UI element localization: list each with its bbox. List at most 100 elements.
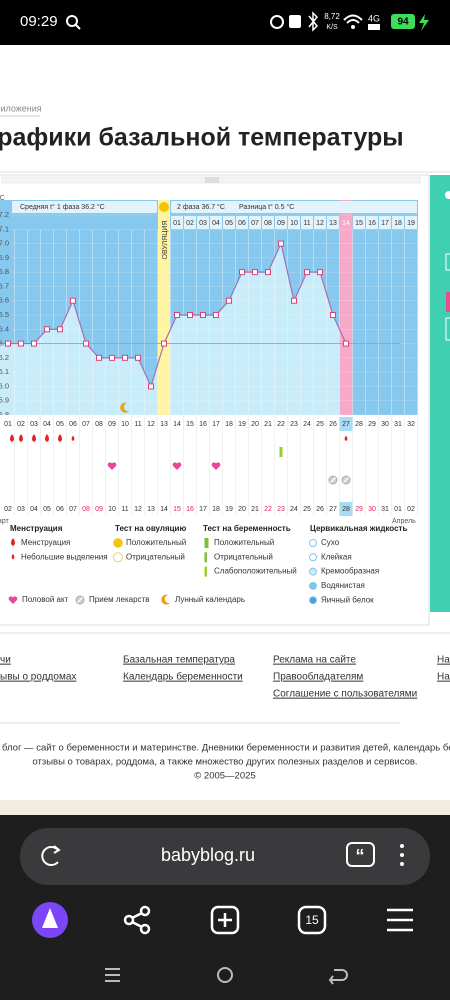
nav-home[interactable] xyxy=(217,967,233,983)
nav-recents[interactable] xyxy=(105,968,120,982)
scroll-handle[interactable] xyxy=(205,177,219,183)
legend-title: Тест на овуляцию xyxy=(115,524,186,533)
y-tick-label: 36.4 xyxy=(0,324,9,333)
legend-item: Положительный xyxy=(126,538,186,547)
temperature-point[interactable] xyxy=(57,326,63,333)
footer-link[interactable]: чи xyxy=(0,655,11,666)
menu-dots xyxy=(400,853,404,857)
footer-link[interactable]: ывы о роддомах xyxy=(0,672,76,683)
temperature-point[interactable] xyxy=(109,354,115,361)
legend-icon xyxy=(204,538,209,548)
legend-icon xyxy=(161,594,170,605)
temperature-point[interactable] xyxy=(252,269,258,276)
menu-dots[interactable] xyxy=(400,844,404,848)
temperature-point[interactable] xyxy=(187,312,193,318)
reader-button[interactable] xyxy=(346,842,375,867)
cycle-day-label: 30 xyxy=(381,421,389,428)
footer-link[interactable]: Реклама на сайте xyxy=(273,655,356,666)
menstruation-icon xyxy=(19,434,23,442)
reload-button[interactable] xyxy=(41,846,59,866)
footer-link[interactable]: Календарь беременности xyxy=(123,671,243,683)
temperature-point[interactable] xyxy=(343,340,349,347)
temperature-point[interactable] xyxy=(330,312,336,318)
cycle-day-label: 21 xyxy=(264,421,272,428)
intercourse-icon xyxy=(211,462,221,470)
moon-icon xyxy=(120,402,129,413)
legend-item: Сухо xyxy=(321,538,340,547)
footer-link[interactable]: Нац xyxy=(437,655,450,666)
temperature-point[interactable] xyxy=(96,354,102,361)
cycle-day-label: 27 xyxy=(342,421,350,428)
cycle-day-label: 20 xyxy=(251,421,259,428)
breadcrumb[interactable]: Приложения xyxy=(0,103,42,113)
tabs-button[interactable] xyxy=(297,905,327,935)
y-tick-label: 35.8 xyxy=(0,410,9,419)
temperature-point[interactable] xyxy=(148,383,154,390)
temperature-point[interactable] xyxy=(18,340,24,347)
temperature-point[interactable] xyxy=(135,354,141,361)
date-label: 19 xyxy=(225,506,233,513)
header-cell xyxy=(327,216,339,229)
phase2-header: 2 фаза 36.7 °C xyxy=(177,203,225,211)
temperature-point[interactable] xyxy=(304,269,310,276)
url[interactable]: babyblog.ru xyxy=(161,845,255,865)
address-bar[interactable] xyxy=(20,828,430,885)
cycle-day-label: 25 xyxy=(316,421,324,428)
nav-back[interactable] xyxy=(328,969,348,985)
medication-icon xyxy=(330,477,336,483)
legend-item: Положительный xyxy=(214,538,274,547)
post-ovulation-day: 16 xyxy=(368,220,376,227)
temperature-point[interactable] xyxy=(226,297,232,304)
temperature-point[interactable] xyxy=(83,340,89,347)
temperature-point[interactable] xyxy=(44,326,50,333)
legend-icon xyxy=(113,538,123,548)
cycle-day-label: 28 xyxy=(355,421,363,428)
temperature-point[interactable] xyxy=(239,269,245,276)
share-button[interactable] xyxy=(123,905,151,935)
cycle-day-label: 04 xyxy=(43,421,51,428)
temperature-point[interactable] xyxy=(5,340,11,347)
post-ovulation-day: 19 xyxy=(407,220,415,227)
temperature-point[interactable] xyxy=(31,340,37,347)
temperature-point[interactable] xyxy=(265,269,271,276)
temperature-point[interactable] xyxy=(213,312,219,318)
header-cell xyxy=(12,201,157,213)
header-cell xyxy=(379,216,391,229)
clock: 09:29 xyxy=(20,13,58,30)
temperature-point[interactable] xyxy=(278,240,284,247)
date-label: 07 xyxy=(69,506,77,513)
date-label: 04 xyxy=(30,506,38,513)
date-label: 28 xyxy=(342,506,350,513)
footer-link[interactable]: Правообладателям xyxy=(273,671,363,683)
menu-button[interactable] xyxy=(387,908,413,932)
header-cell xyxy=(301,216,313,229)
post-ovulation-day: 12 xyxy=(316,220,324,227)
temperature-point[interactable] xyxy=(291,297,297,304)
date-label: 14 xyxy=(160,506,168,513)
post-ovulation-day: 08 xyxy=(264,220,272,227)
temperature-point[interactable] xyxy=(317,269,323,276)
post-ovulation-day: 11 xyxy=(303,220,310,227)
events-area xyxy=(0,415,418,515)
footer-link[interactable]: Соглашение с пользователями xyxy=(273,689,417,700)
temperature-point[interactable] xyxy=(70,297,76,304)
post-ovulation-day: 18 xyxy=(394,220,402,227)
legend-icon xyxy=(77,597,83,603)
temperature-point[interactable] xyxy=(122,354,128,361)
legend-icon xyxy=(113,552,123,563)
cycle-day-label: 14 xyxy=(173,421,181,428)
temperature-point[interactable] xyxy=(200,312,206,318)
cycle-day-label: 08 xyxy=(95,421,103,428)
footer-link[interactable]: Базальная температура xyxy=(123,655,235,666)
net-speed: 8,72 xyxy=(324,12,340,21)
footer-link[interactable]: Нац xyxy=(437,672,450,683)
diff-header: Разница t° 0.5 °C xyxy=(239,203,294,211)
cycle-day-label: 12 xyxy=(147,421,155,428)
current-day-column xyxy=(339,200,353,415)
legend-icon xyxy=(11,538,15,546)
temperature-point[interactable] xyxy=(174,312,180,318)
copyright: © 2005—2025 xyxy=(194,771,255,782)
cycle-day-label: 16 xyxy=(199,421,207,428)
new-tab-button[interactable] xyxy=(210,905,240,935)
temperature-point[interactable] xyxy=(161,340,167,347)
